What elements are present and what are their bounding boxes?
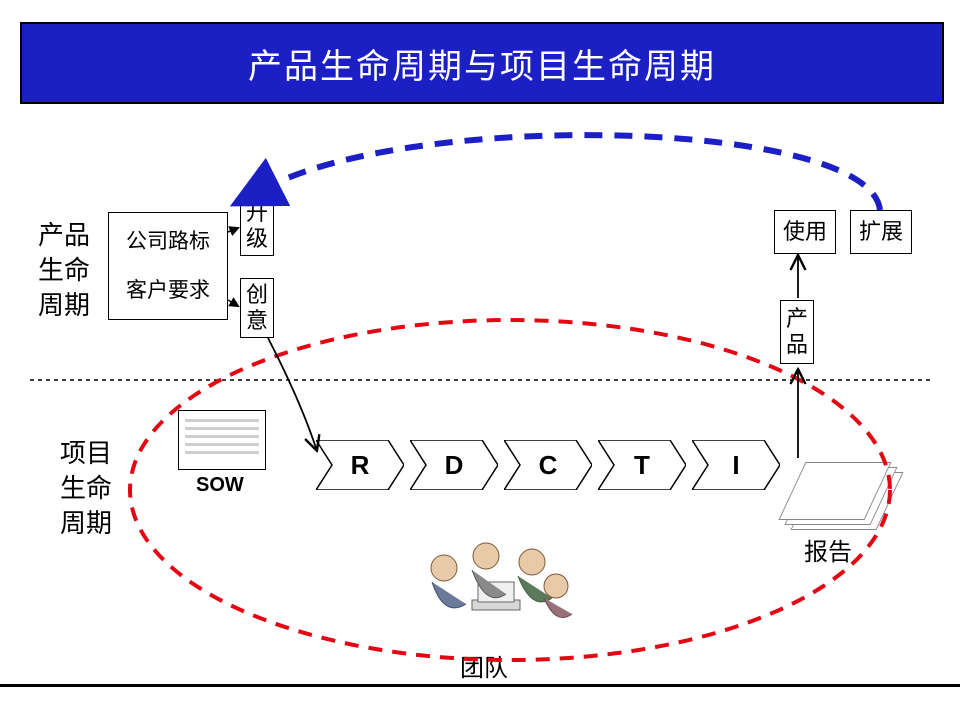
- report-label: 报告: [804, 532, 852, 567]
- process-step-c: C: [504, 440, 592, 490]
- box-use: 使用: [774, 210, 836, 254]
- process-step-label: C: [504, 440, 592, 490]
- process-step-d: D: [410, 440, 498, 490]
- team-label: 团队: [460, 648, 508, 683]
- process-step-label: T: [598, 440, 686, 490]
- title-text: 产品生命周期与项目生命周期: [248, 39, 716, 88]
- box-idea: 创意: [240, 278, 274, 338]
- process-step-t: T: [598, 440, 686, 490]
- box-upgrade: 升级: [240, 196, 274, 256]
- title-bar: 产品生命周期与项目生命周期: [20, 22, 944, 104]
- feedback-arrow: [270, 135, 880, 210]
- idea-to-project-arrow: [268, 338, 316, 448]
- company-to-upgrade-arrow: [228, 228, 238, 232]
- product-lifecycle-label: 产品 生命 周期: [38, 218, 98, 323]
- box-company-customer: 公司路标 客户要求: [108, 212, 228, 320]
- company-roadmap-text: 公司路标: [126, 229, 210, 254]
- project-scope-ellipse: [130, 320, 890, 660]
- box-extend: 扩展: [850, 210, 912, 254]
- bottom-divider: [0, 684, 960, 687]
- report-stack-icon: [790, 462, 900, 532]
- process-step-label: R: [316, 440, 404, 490]
- process-step-label: I: [692, 440, 780, 490]
- process-step-label: D: [410, 440, 498, 490]
- customer-req-text: 客户要求: [126, 278, 210, 303]
- sow-document-icon: [178, 410, 266, 470]
- project-lifecycle-label: 项目 生命 周期: [60, 436, 120, 541]
- box-product-out: 产品: [780, 300, 814, 364]
- process-step-i: I: [692, 440, 780, 490]
- process-step-r: R: [316, 440, 404, 490]
- sow-label: SOW: [196, 474, 244, 497]
- company-to-idea-arrow: [228, 300, 238, 306]
- diagram-overlay: [0, 0, 960, 720]
- team-illustration: [431, 543, 572, 618]
